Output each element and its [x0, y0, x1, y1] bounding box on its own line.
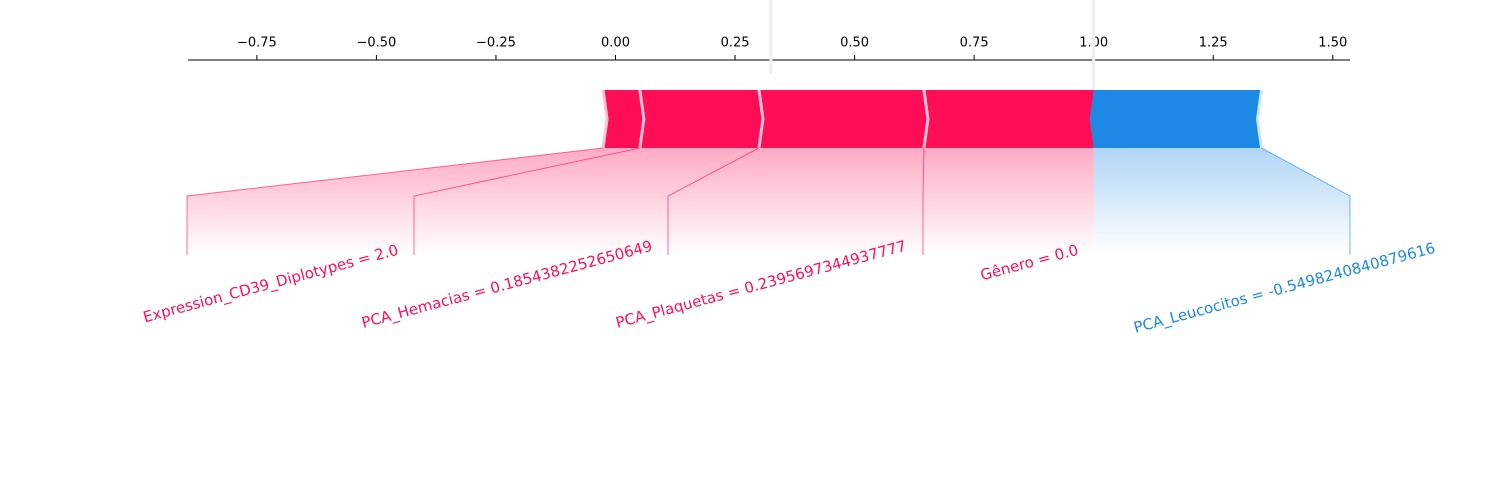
x-tick-label: 0.00 — [601, 36, 630, 51]
x-tick-label: 1.50 — [1318, 36, 1347, 51]
segment-separator — [638, 89, 646, 149]
segment-separator — [601, 89, 609, 149]
label-connector — [1261, 147, 1351, 255]
force-segment — [1089, 90, 1262, 148]
x-tick-label: −0.50 — [356, 36, 396, 51]
force-segment — [639, 90, 763, 148]
x-tick-label: 0.75 — [960, 36, 989, 51]
label-connector — [667, 147, 760, 255]
segment-separator — [757, 89, 765, 149]
label-connector — [922, 147, 925, 255]
x-tick-label: −0.25 — [476, 36, 516, 51]
output-value-label: 1.00 — [1073, 0, 1115, 5]
label-connector — [413, 147, 640, 255]
label-connector — [186, 147, 604, 255]
force-segment — [603, 90, 644, 148]
force-segment — [758, 90, 928, 148]
x-tick-label: 0.50 — [840, 36, 869, 51]
x-tick-label: 1.25 — [1199, 36, 1228, 51]
negative-shade — [1093, 148, 1350, 255]
force-segment — [923, 90, 1098, 148]
segment-separator — [922, 89, 930, 149]
x-tick-label: −0.75 — [237, 36, 277, 51]
x-tick-label: 0.25 — [721, 36, 750, 51]
segment-separator — [1256, 89, 1264, 149]
